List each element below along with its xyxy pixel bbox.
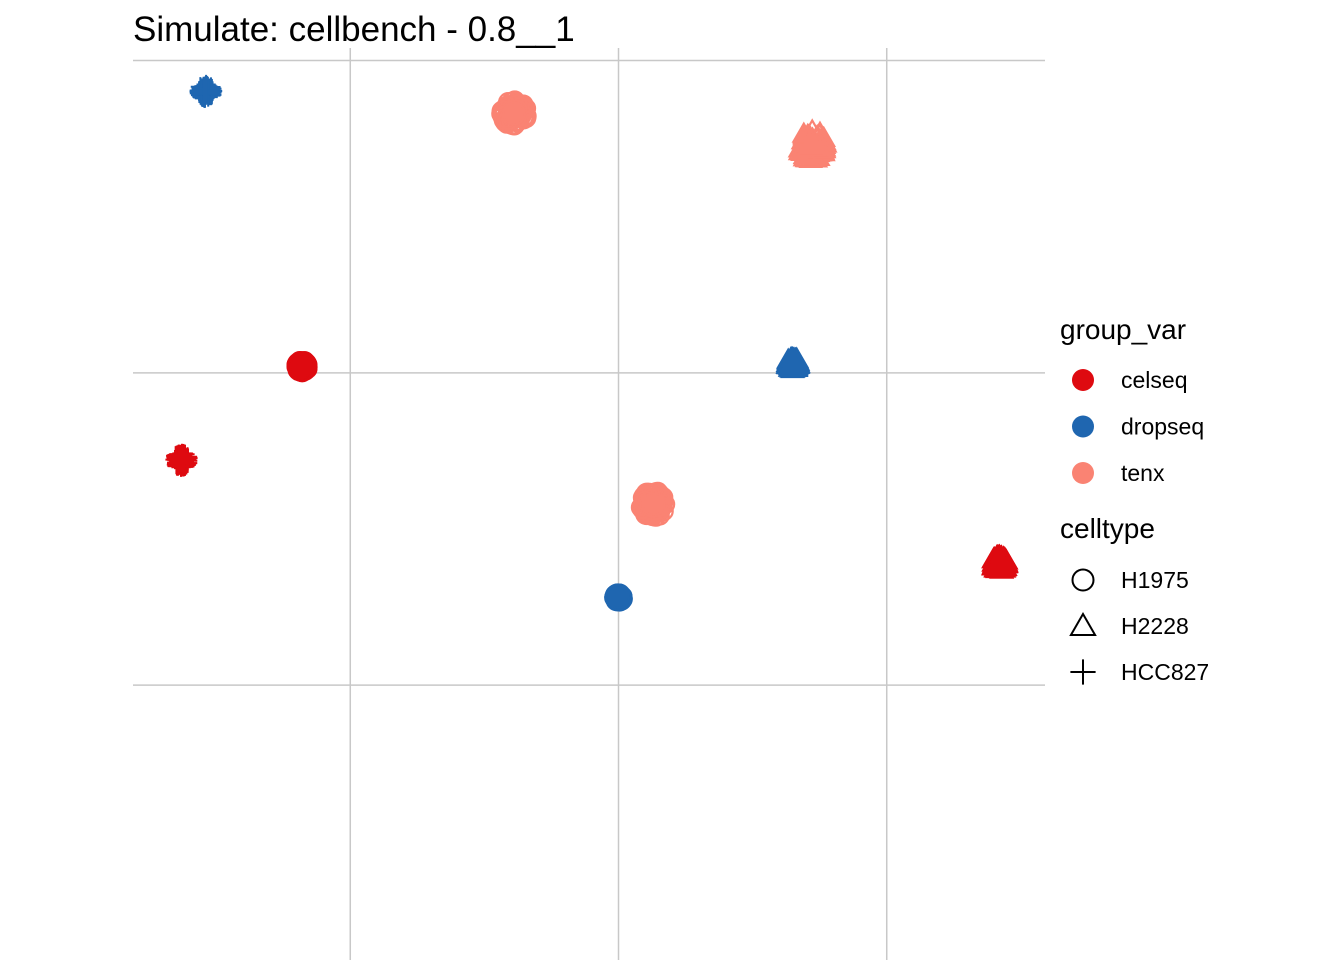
cluster-core	[502, 101, 526, 126]
cluster-tenx-H1975	[630, 481, 676, 527]
legend-label: tenx	[1121, 460, 1165, 486]
legend-label: dropseq	[1121, 414, 1204, 440]
legend-item-tenx: tenx	[1072, 460, 1165, 486]
cluster-core	[290, 355, 313, 378]
gridlines	[133, 48, 1045, 960]
cluster-core	[193, 79, 218, 104]
legend-shape-plus-icon	[1070, 659, 1096, 685]
legend-item-HCC827: HCC827	[1070, 659, 1209, 685]
cluster-dropseq-H2228	[775, 345, 811, 379]
cluster-tenx-H2228	[787, 118, 838, 169]
cluster-tenx-H1975	[491, 90, 537, 136]
cluster-core	[607, 586, 630, 609]
cluster-core	[779, 350, 807, 374]
legend-label: celseq	[1121, 367, 1187, 393]
cluster-celseq-H1975	[286, 351, 318, 383]
color-legend-entries: celseq dropseq tenx	[1072, 367, 1204, 486]
legend-swatch	[1072, 369, 1094, 391]
data-point	[796, 146, 821, 168]
cluster-core	[986, 549, 1013, 573]
legend-item-H1975: H1975	[1071, 567, 1189, 593]
data-point	[199, 79, 219, 99]
cluster-celseq-H2228	[981, 543, 1019, 579]
legend-item-celseq: celseq	[1072, 367, 1187, 393]
data-points	[165, 74, 1019, 612]
legend-shape-circle-icon	[1071, 568, 1095, 592]
cluster-celseq-HCC827	[165, 443, 198, 477]
cluster-core	[641, 492, 666, 516]
legend: group_var celseq dropseq tenx celltype H19…	[1060, 314, 1209, 685]
legend-item-H2228: H2228	[1069, 612, 1189, 639]
legend-label: H2228	[1121, 613, 1189, 639]
chart-title: Simulate: cellbench - 0.8__1	[133, 10, 575, 49]
cluster-dropseq-HCC827	[189, 74, 223, 108]
legend-item-dropseq: dropseq	[1072, 414, 1204, 440]
cluster-dropseq-H1975	[604, 583, 633, 612]
legend-swatch	[1072, 415, 1094, 438]
color-legend-title: group_var	[1060, 314, 1186, 345]
legend-swatch	[1072, 462, 1094, 484]
shape-legend-entries: H1975 H2228 HCC827	[1069, 567, 1209, 685]
cluster-core	[796, 129, 828, 157]
legend-shape-triangle-icon	[1069, 612, 1097, 636]
legend-label: H1975	[1121, 567, 1189, 593]
legend-label: HCC827	[1121, 659, 1209, 685]
shape-legend-title: celltype	[1060, 513, 1155, 544]
cluster-core	[169, 448, 194, 473]
